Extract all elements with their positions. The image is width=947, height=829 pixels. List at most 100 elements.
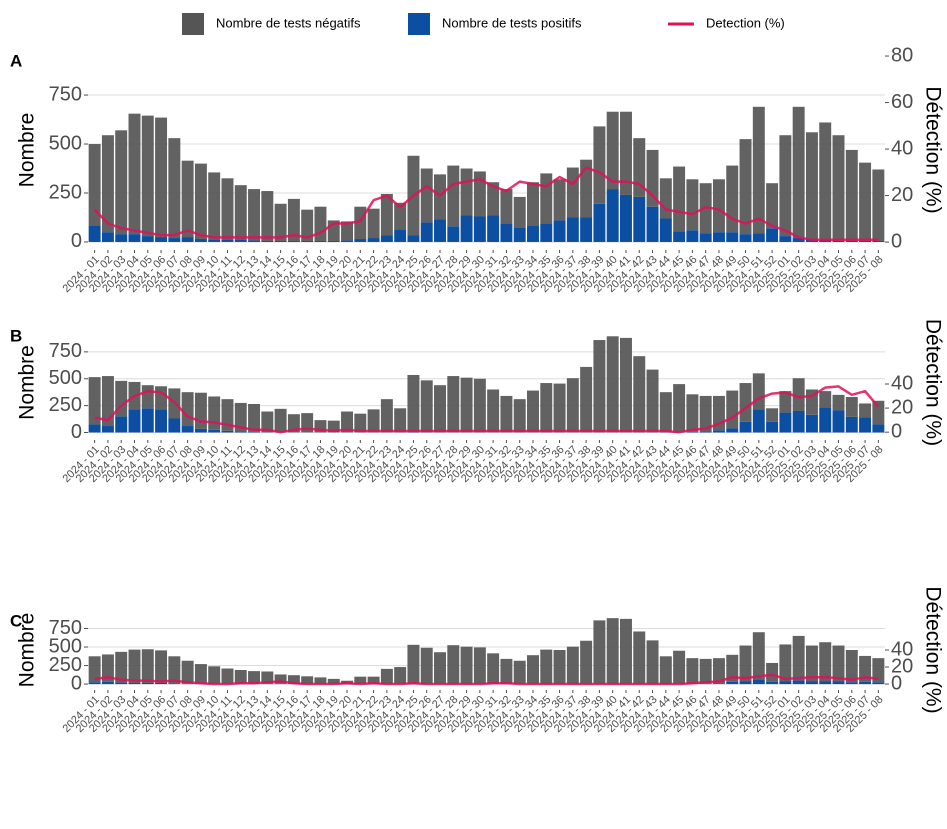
- bar-positive: [845, 682, 858, 685]
- bar-negative: [88, 144, 101, 226]
- bar-negative: [221, 399, 234, 431]
- bar-negative: [460, 168, 473, 216]
- y-tick-label: 750: [49, 340, 82, 362]
- bar-positive: [155, 682, 168, 685]
- bar-positive: [513, 227, 526, 242]
- y-tick-label: 750: [49, 617, 82, 639]
- bar-negative: [845, 149, 858, 241]
- bar-negative: [819, 391, 832, 408]
- bar-negative: [301, 676, 314, 684]
- bar-positive: [726, 428, 739, 433]
- bar-positive: [447, 226, 460, 242]
- y2-axis-title: Détection (%): [921, 586, 944, 713]
- bar-negative: [487, 389, 500, 433]
- bar-positive: [460, 215, 473, 242]
- bar-positive: [168, 238, 181, 242]
- bar-negative: [739, 383, 752, 422]
- legend-label: Detection (%): [706, 15, 785, 30]
- y2-tick-label: 0: [891, 230, 902, 252]
- bar-positive: [473, 216, 486, 242]
- detection-line: [93, 166, 879, 242]
- panel-label: A: [10, 51, 22, 70]
- bar-negative: [819, 642, 832, 682]
- bar-positive: [686, 431, 699, 433]
- bar-positive: [832, 681, 845, 685]
- bar-negative: [686, 394, 699, 432]
- bar-negative: [155, 386, 168, 410]
- bar-negative: [301, 209, 314, 241]
- bar-positive: [752, 679, 765, 685]
- bar-negative: [646, 149, 659, 207]
- bar-negative: [407, 644, 420, 684]
- bar-positive: [274, 240, 287, 242]
- bar-negative: [115, 651, 128, 683]
- bar-negative: [500, 395, 513, 433]
- bar-positive: [712, 683, 725, 685]
- bar-positive: [712, 232, 725, 242]
- bar-positive: [739, 681, 752, 685]
- bar-positive: [726, 681, 739, 685]
- bar-positive: [752, 233, 765, 242]
- bar-negative: [301, 413, 314, 433]
- bar-negative: [447, 376, 460, 433]
- bar-negative: [553, 650, 566, 684]
- bar-negative: [619, 618, 632, 684]
- bar-positive: [593, 203, 606, 242]
- bar-positive: [766, 681, 779, 685]
- bar-negative: [805, 389, 818, 415]
- bar-negative: [88, 377, 101, 425]
- bar-negative: [168, 656, 181, 684]
- bar-negative: [168, 138, 181, 239]
- bar-positive: [194, 428, 207, 433]
- bar-negative: [181, 392, 194, 427]
- bar-positive: [181, 426, 194, 433]
- bar-negative: [420, 168, 433, 223]
- bar-negative: [115, 130, 128, 235]
- bar-negative: [779, 644, 792, 682]
- bar-negative: [354, 206, 367, 240]
- bar-negative: [513, 399, 526, 433]
- bar-positive: [845, 416, 858, 433]
- bar-negative: [128, 649, 141, 683]
- bar-positive: [699, 431, 712, 433]
- y-axis-title: Nombre: [16, 113, 39, 188]
- bar-negative: [434, 652, 446, 684]
- bar-negative: [766, 408, 779, 422]
- bar-positive: [712, 430, 725, 433]
- bar-negative: [819, 122, 832, 241]
- bar-positive: [487, 215, 500, 242]
- bar-positive: [261, 240, 274, 242]
- bar-positive: [673, 231, 686, 242]
- bar-negative: [673, 166, 686, 232]
- bar-negative: [487, 653, 500, 684]
- bar-positive: [155, 237, 168, 242]
- bar-positive: [101, 232, 114, 242]
- y-tick-label: 750: [49, 83, 82, 105]
- bar-negative: [633, 631, 646, 684]
- y2-tick-label: 60: [891, 91, 913, 113]
- bar-negative: [659, 178, 672, 219]
- bar-positive: [88, 424, 101, 433]
- y2-tick-label: 40: [891, 638, 913, 660]
- bar-negative: [726, 165, 739, 233]
- bar-negative: [766, 662, 779, 682]
- bar-negative: [380, 399, 393, 433]
- bar-negative: [261, 191, 274, 241]
- bar-negative: [739, 139, 752, 235]
- bar-positive: [367, 238, 380, 242]
- bar-negative: [606, 111, 619, 190]
- bar-negative: [447, 645, 460, 684]
- bar-negative: [859, 403, 872, 418]
- y2-tick-label: 20: [891, 184, 913, 206]
- bar-negative: [619, 337, 632, 433]
- bar-positive: [88, 225, 101, 242]
- bar-positive: [752, 409, 765, 433]
- bar-negative: [859, 162, 872, 241]
- bar-negative: [194, 392, 207, 429]
- legend-label: Nombre de tests positifs: [442, 15, 582, 30]
- bar-negative: [248, 403, 261, 432]
- bar-negative: [434, 174, 446, 220]
- bar-positive: [221, 240, 234, 242]
- bar-positive: [819, 407, 832, 433]
- bar-positive: [394, 229, 407, 242]
